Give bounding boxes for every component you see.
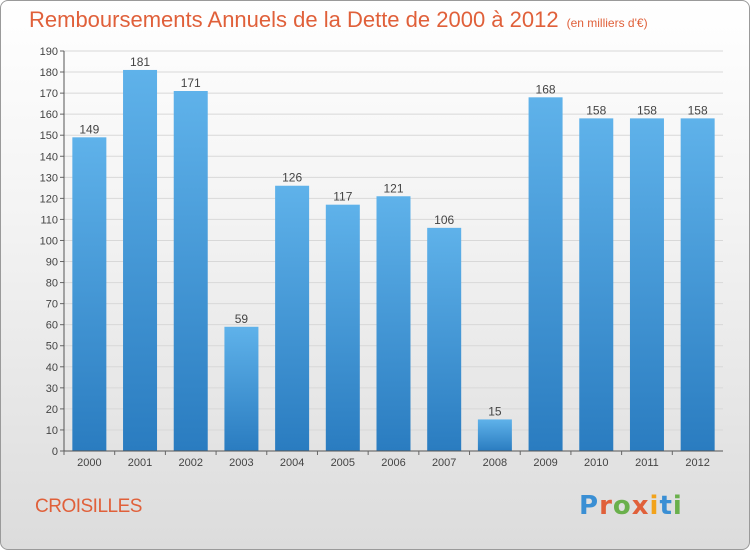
bar-2003 xyxy=(224,326,259,451)
x-tick-label: 2003 xyxy=(229,457,253,469)
y-tick-label: 170 xyxy=(40,88,58,100)
bar-2007 xyxy=(427,227,462,451)
title-text: Remboursements Annuels de la Dette de 20… xyxy=(29,7,559,32)
y-tick-label: 180 xyxy=(40,67,58,79)
bar-value-label: 181 xyxy=(130,55,150,69)
y-tick-label: 120 xyxy=(40,193,58,205)
y-tick-label: 50 xyxy=(46,341,58,353)
y-tick-label: 10 xyxy=(46,425,58,437)
bar-2001 xyxy=(123,69,158,452)
logo-letter: P xyxy=(579,491,600,521)
bar-2010 xyxy=(579,118,614,452)
city-name: CROISILLES xyxy=(35,496,142,517)
unit-label: (en milliers d'€) xyxy=(566,16,648,30)
y-tick-label: 80 xyxy=(46,278,58,290)
y-tick-label: 40 xyxy=(46,362,58,374)
logo-letter: i xyxy=(649,491,660,521)
logo-letter: i xyxy=(672,491,683,521)
y-tick-label: 150 xyxy=(40,130,58,142)
bar-value-label: 106 xyxy=(434,213,454,227)
bar-value-label: 117 xyxy=(333,190,352,204)
bar-2008 xyxy=(477,419,512,451)
y-tick-label: 160 xyxy=(40,109,58,121)
bar-2004 xyxy=(275,185,310,451)
bar-value-label: 149 xyxy=(79,122,99,136)
bar-2006 xyxy=(376,196,411,451)
bar-value-label: 121 xyxy=(383,181,403,195)
bar-value-label: 158 xyxy=(586,103,606,117)
bar-2009 xyxy=(528,97,563,451)
bar-value-label: 158 xyxy=(688,103,708,117)
y-tick-label: 20 xyxy=(46,404,58,416)
bar-value-label: 15 xyxy=(488,404,502,418)
y-tick-label: 190 xyxy=(40,46,58,58)
y-tick-label: 90 xyxy=(46,257,58,269)
x-axis: 2000 2001 2002 2003 2004 2005 2006 2007 2008 2009… xyxy=(63,450,723,469)
proxiti-logo[interactable]: Proxiti xyxy=(579,491,683,521)
bars xyxy=(72,69,715,452)
bar-value-label: 59 xyxy=(235,312,249,326)
bar-value-label: 168 xyxy=(536,82,556,96)
y-axis: 0 10 20 30 40 50 60 70 80 90 100 110 120 130 140 150 160… xyxy=(40,46,65,458)
logo-letter: r xyxy=(599,491,613,521)
bar-2011 xyxy=(629,118,664,452)
data-labels: 149 181 171 59 126 117 121 106 15 168 158 158 158 xyxy=(79,55,708,418)
y-tick-label: 130 xyxy=(40,172,58,184)
bar-2002 xyxy=(173,91,208,451)
y-tick-label: 140 xyxy=(40,151,58,163)
bar-2012 xyxy=(680,118,715,452)
x-tick-label: 2002 xyxy=(178,457,202,469)
x-tick-label: 2011 xyxy=(635,457,659,469)
bar-value-label: 171 xyxy=(181,76,201,90)
logo-letter: o xyxy=(612,491,632,521)
x-tick-label: 2008 xyxy=(483,457,507,469)
bar-2005 xyxy=(325,204,360,451)
y-tick-label: 110 xyxy=(40,214,58,226)
y-tick-label: 60 xyxy=(46,320,58,332)
x-tick-label: 2006 xyxy=(381,457,405,469)
y-tick-label: 100 xyxy=(40,235,58,247)
x-tick-label: 2012 xyxy=(685,457,709,469)
chart-title: Remboursements Annuels de la Dette de 20… xyxy=(29,7,648,33)
x-tick-label: 2004 xyxy=(280,457,304,469)
x-tick-label: 2005 xyxy=(331,457,355,469)
logo-letter: t xyxy=(659,491,673,521)
x-tick-label: 2000 xyxy=(77,457,101,469)
bar-2000 xyxy=(72,137,107,451)
logo-letter: x xyxy=(631,491,650,521)
y-tick-label: 70 xyxy=(46,299,58,311)
bar-value-label: 126 xyxy=(282,171,302,185)
x-tick-label: 2009 xyxy=(533,457,557,469)
bar-value-label: 158 xyxy=(637,103,657,117)
x-tick-label: 2001 xyxy=(128,457,152,469)
x-tick-label: 2007 xyxy=(432,457,456,469)
y-tick-label: 30 xyxy=(46,383,58,395)
y-tick-label: 0 xyxy=(52,446,58,458)
x-tick-label: 2010 xyxy=(584,457,608,469)
